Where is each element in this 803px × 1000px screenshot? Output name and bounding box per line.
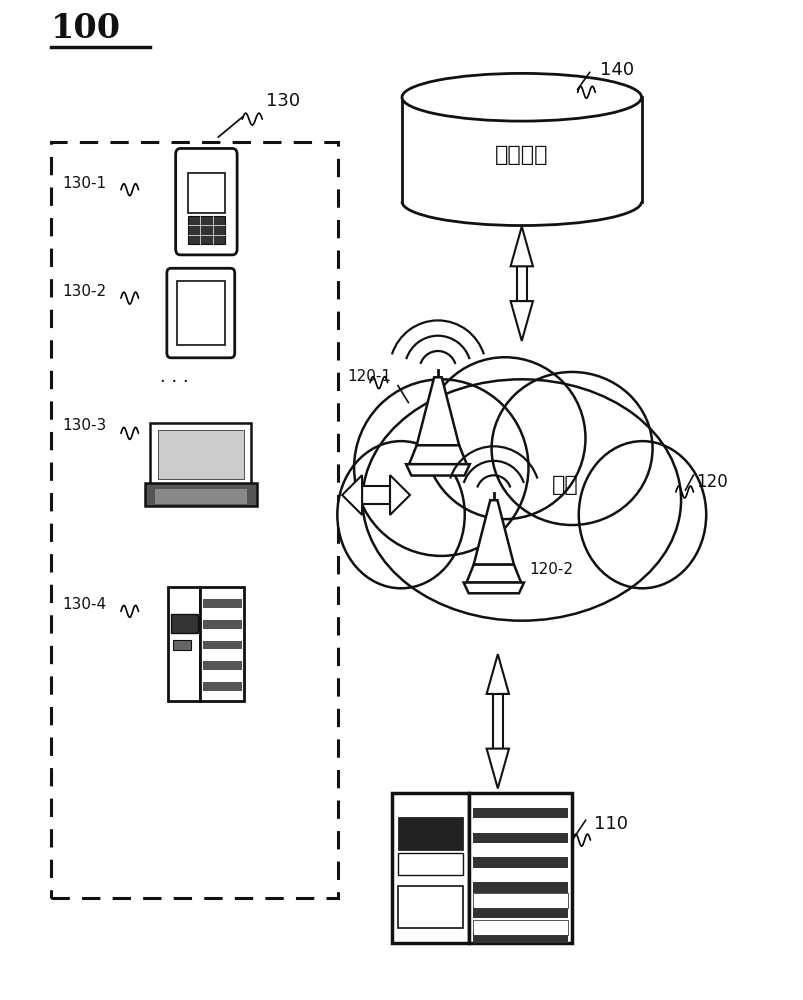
Bar — [51, 142, 338, 898]
Bar — [171, 614, 198, 633]
Polygon shape — [409, 445, 467, 464]
Polygon shape — [473, 500, 513, 565]
Text: 130-3: 130-3 — [63, 418, 107, 433]
Bar — [202, 682, 242, 691]
Bar — [202, 599, 242, 608]
Bar — [473, 932, 567, 943]
FancyBboxPatch shape — [145, 483, 256, 506]
Bar — [473, 920, 567, 935]
Ellipse shape — [353, 379, 528, 556]
Bar — [202, 661, 242, 670]
Text: 120: 120 — [695, 473, 727, 491]
Text: 网络: 网络 — [552, 475, 578, 495]
Text: 120-1: 120-1 — [347, 369, 391, 384]
Bar — [397, 817, 463, 850]
Bar — [177, 281, 225, 345]
Polygon shape — [342, 475, 361, 515]
Ellipse shape — [578, 441, 705, 588]
Ellipse shape — [337, 441, 464, 588]
Ellipse shape — [424, 357, 585, 519]
Text: 130-2: 130-2 — [63, 284, 107, 299]
Ellipse shape — [491, 372, 652, 525]
Polygon shape — [510, 227, 532, 266]
Bar — [473, 857, 567, 868]
Bar — [200, 587, 244, 701]
Text: 130-4: 130-4 — [63, 597, 107, 612]
Bar — [169, 587, 200, 701]
Bar — [173, 640, 190, 650]
Polygon shape — [466, 565, 520, 583]
Bar — [397, 886, 463, 928]
Bar — [202, 620, 242, 629]
Ellipse shape — [402, 73, 641, 121]
Bar — [392, 793, 469, 943]
Bar — [473, 808, 567, 818]
Polygon shape — [406, 464, 469, 476]
Ellipse shape — [387, 456, 572, 618]
Bar — [157, 430, 244, 479]
Ellipse shape — [362, 379, 680, 621]
Bar — [150, 423, 251, 486]
Bar — [469, 793, 571, 943]
Polygon shape — [510, 301, 532, 341]
FancyBboxPatch shape — [167, 268, 234, 358]
FancyBboxPatch shape — [175, 148, 237, 255]
Text: 140: 140 — [599, 61, 634, 79]
Polygon shape — [389, 475, 410, 515]
Text: 130-1: 130-1 — [63, 176, 107, 191]
Polygon shape — [486, 654, 508, 694]
Bar — [155, 489, 247, 504]
Text: 110: 110 — [593, 815, 627, 833]
Polygon shape — [416, 377, 459, 445]
Text: 存储设备: 存储设备 — [495, 145, 548, 165]
Text: 120-2: 120-2 — [529, 562, 573, 577]
Bar — [473, 882, 567, 893]
Bar — [361, 486, 389, 504]
Bar — [473, 833, 567, 843]
Text: 130: 130 — [266, 92, 300, 110]
Polygon shape — [486, 749, 508, 788]
Bar — [202, 641, 242, 649]
Bar — [473, 907, 567, 918]
Text: 100: 100 — [51, 12, 120, 45]
Bar — [492, 694, 502, 749]
Bar — [397, 853, 463, 875]
Bar — [187, 216, 225, 244]
Bar — [516, 266, 526, 301]
Ellipse shape — [471, 456, 655, 618]
Bar — [187, 173, 225, 213]
Polygon shape — [463, 583, 524, 593]
Bar — [473, 893, 567, 908]
Text: · · ·: · · · — [160, 373, 189, 391]
Bar — [402, 97, 641, 202]
